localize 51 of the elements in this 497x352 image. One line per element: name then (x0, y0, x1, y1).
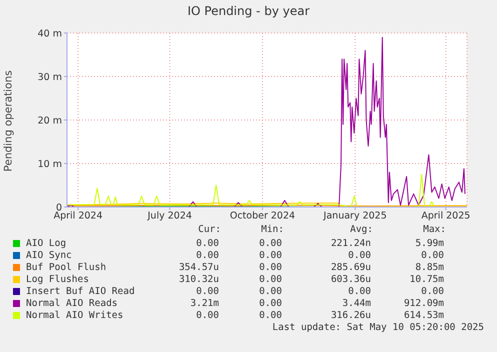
x-tick-label: April 2025 (421, 210, 470, 222)
y-tick-label: 40 m (38, 28, 62, 40)
text: 310.32u (178, 274, 219, 285)
text: Max: (423, 224, 446, 235)
text: 316.26u (330, 310, 371, 321)
text: 0.00 (259, 262, 282, 273)
text: 0.00 (348, 250, 371, 261)
text: 285.69u (330, 262, 371, 273)
text: 221.24n (330, 238, 371, 249)
text: 0.00 (259, 310, 282, 321)
x-tick-label: January 2025 (322, 210, 387, 222)
legend-label: Log Flushes (26, 274, 89, 285)
text: Last update: Sat May 10 05:20:00 2025 (272, 322, 484, 333)
text: 0.00 (259, 298, 282, 309)
text: 10.75m (410, 274, 444, 285)
text: Avg: (350, 224, 373, 235)
chart-title: IO Pending - by year (186, 4, 311, 18)
legend-label: Normal AIO Reads (26, 298, 118, 309)
y-tick-label: 10 m (38, 158, 62, 170)
text: 3.21m (190, 298, 219, 309)
text: Cur: (198, 224, 221, 235)
text: 0.00 (421, 250, 444, 261)
text: 0.00 (196, 238, 219, 249)
legend-label: AIO Log (26, 238, 66, 249)
legend-label: Normal AIO Writes (26, 310, 124, 321)
y-axis-title: Pending operations (3, 70, 16, 172)
legend-label: Buf Pool Flush (26, 262, 106, 273)
text: 0.00 (348, 286, 371, 297)
x-tick-label: October 2024 (230, 210, 296, 222)
y-tick-label: 20 m (38, 115, 62, 126)
text: 3.44m (342, 298, 371, 309)
text: 0.00 (196, 310, 219, 321)
text: 0.00 (259, 274, 282, 285)
text: 0.00 (421, 286, 444, 297)
y-tick-label: 30 m (38, 72, 62, 83)
text: 5.99m (415, 238, 444, 249)
text: 8.85m (415, 262, 444, 273)
text: 912.09m (404, 298, 444, 309)
text: 0.00 (196, 250, 219, 261)
text: 354.57u (178, 262, 219, 273)
text: 614.53m (404, 310, 444, 321)
x-tick-label: April 2024 (54, 210, 103, 222)
text: 0.00 (259, 286, 282, 297)
text: Min: (261, 224, 284, 235)
text: 603.36u (330, 274, 371, 285)
legend-label: Insert Buf AIO Read (26, 286, 135, 297)
x-tick-label: July 2024 (146, 210, 192, 222)
legend-label: AIO Sync (26, 250, 72, 261)
text: 0.00 (259, 250, 282, 261)
text: 0.00 (259, 238, 282, 249)
text: 0.00 (196, 286, 219, 297)
